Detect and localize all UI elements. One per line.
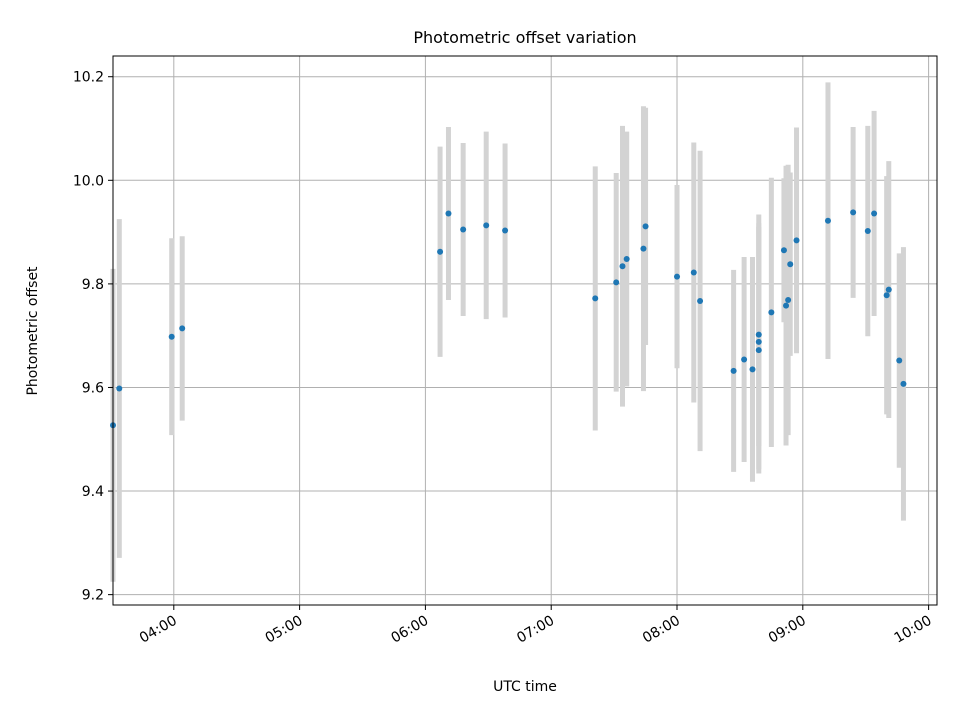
- data-point: [437, 248, 444, 255]
- y-tick-label: 10.0: [73, 173, 104, 189]
- data-point: [741, 356, 748, 363]
- data-point: [900, 380, 907, 387]
- data-point: [730, 367, 737, 374]
- y-axis-label: Photometric offset: [25, 266, 41, 396]
- y-tick-label: 9.4: [82, 484, 104, 500]
- data-point: [445, 210, 452, 217]
- data-point: [697, 297, 704, 304]
- data-point: [780, 247, 787, 254]
- plot-frame: [112, 55, 938, 606]
- data-point: [460, 226, 467, 233]
- y-tick-label: 9.2: [82, 588, 104, 604]
- data-point: [755, 331, 762, 338]
- data-point: [642, 223, 649, 230]
- data-point: [768, 309, 775, 316]
- data-point: [783, 302, 790, 309]
- chart-title: Photometric offset variation: [413, 28, 636, 47]
- data-point: [483, 222, 490, 229]
- data-point: [613, 279, 620, 286]
- data-point: [885, 286, 892, 293]
- data-point: [755, 347, 762, 354]
- data-point: [793, 237, 800, 244]
- data-point: [787, 261, 794, 268]
- data-point: [168, 333, 175, 340]
- data-points: [110, 209, 907, 429]
- data-point: [824, 217, 831, 224]
- y-tick-label: 10.2: [73, 70, 104, 86]
- data-point: [871, 210, 878, 217]
- data-point: [785, 296, 792, 303]
- data-point: [850, 209, 857, 216]
- data-point: [619, 263, 626, 270]
- data-point: [116, 385, 123, 392]
- data-point: [623, 256, 630, 263]
- data-point: [755, 338, 762, 345]
- data-point: [502, 227, 509, 234]
- y-tick-label: 9.6: [82, 380, 104, 396]
- data-point: [690, 269, 697, 276]
- data-point: [640, 245, 647, 252]
- data-point: [749, 366, 756, 373]
- x-axis-label: UTC time: [493, 679, 557, 695]
- y-axis: 9.2 9.4 9.6 9.8 10.0 10.2: [73, 70, 113, 604]
- data-point: [896, 357, 903, 364]
- data-point: [883, 292, 890, 299]
- y-tick-label: 9.8: [82, 277, 104, 293]
- data-point: [864, 228, 871, 235]
- data-point: [592, 295, 599, 302]
- data-point: [674, 273, 681, 280]
- data-point: [179, 325, 186, 332]
